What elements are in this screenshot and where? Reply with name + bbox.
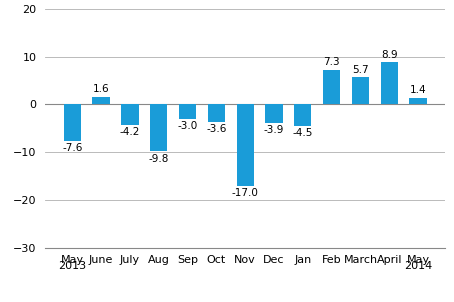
Bar: [64, 104, 81, 141]
Text: -3.0: -3.0: [178, 121, 197, 131]
Text: 7.3: 7.3: [323, 57, 340, 67]
Bar: [323, 70, 340, 104]
Bar: [380, 62, 398, 104]
Text: -7.6: -7.6: [62, 143, 82, 153]
Text: -3.9: -3.9: [264, 126, 284, 136]
Bar: [410, 98, 427, 104]
Bar: [352, 77, 369, 104]
Bar: [92, 97, 110, 104]
Bar: [121, 104, 138, 124]
Text: -17.0: -17.0: [232, 188, 259, 198]
Text: 1.6: 1.6: [93, 85, 109, 95]
Text: -3.6: -3.6: [206, 124, 227, 134]
Text: 5.7: 5.7: [352, 65, 369, 75]
Text: -9.8: -9.8: [148, 154, 169, 164]
Text: -4.5: -4.5: [293, 128, 313, 138]
Bar: [207, 104, 225, 122]
Text: -4.2: -4.2: [120, 127, 140, 137]
Text: 8.9: 8.9: [381, 50, 398, 59]
Bar: [237, 104, 254, 186]
Bar: [150, 104, 168, 151]
Bar: [265, 104, 283, 123]
Bar: [179, 104, 196, 119]
Text: 2013: 2013: [58, 261, 86, 271]
Bar: [294, 104, 311, 126]
Text: 1.4: 1.4: [410, 85, 426, 95]
Text: 2014: 2014: [404, 261, 432, 271]
